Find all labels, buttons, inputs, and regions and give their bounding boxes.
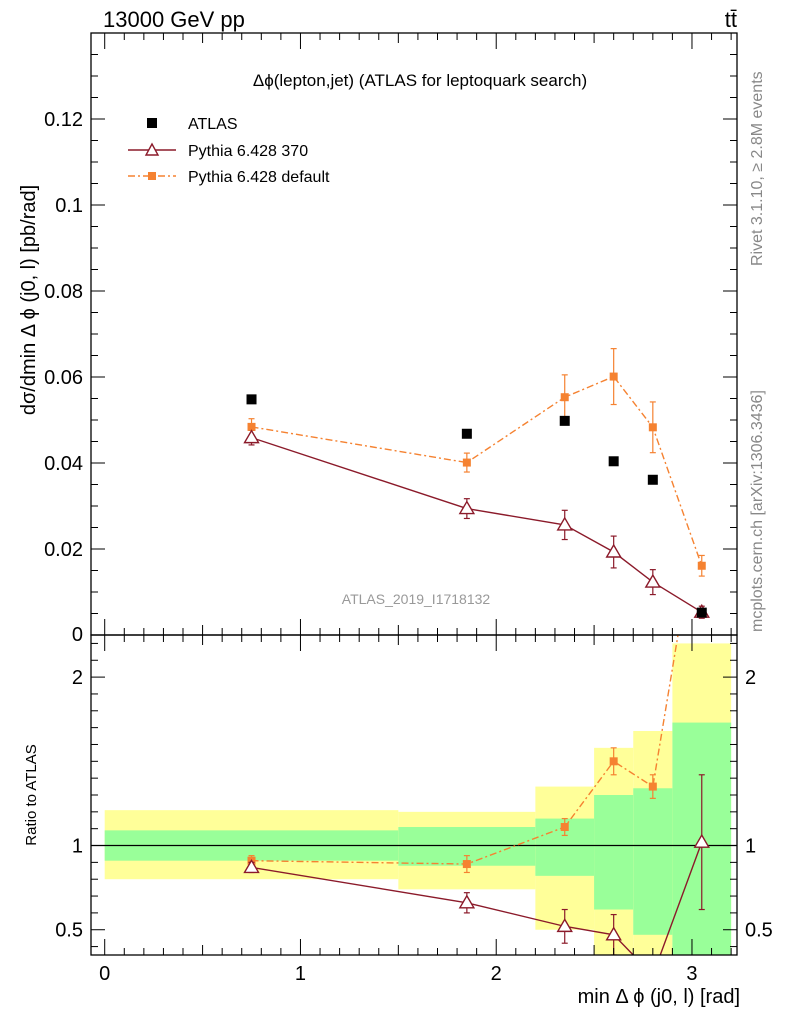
y-tick-label: 0.06 <box>44 367 83 389</box>
ratio-y-tick-label-right: 2 <box>745 667 756 689</box>
ratio-plot-panel: 0 1 2 3 0.5 0.5 1 1 2 2 Ratio to ATLAS min Δ ϕ (j… <box>23 634 773 1008</box>
x-tick-label: 3 <box>686 963 697 985</box>
ratio-pythia-370-point <box>243 859 260 874</box>
x-axis-label: min Δ ϕ (j0, l) [rad] <box>578 986 740 1008</box>
pythia-370-point <box>458 500 476 515</box>
y-tick-label: 0.1 <box>55 195 83 217</box>
legend-pythia-default-label: Pythia 6.428 default <box>188 169 330 186</box>
legend-atlas-label: ATLAS <box>188 116 238 133</box>
legend-pythia-370-label: Pythia 6.428 370 <box>188 143 308 160</box>
legend: ATLAS Pythia 6.428 370 Pythia 6.428 defa… <box>128 116 330 186</box>
pythia-370-point <box>243 429 260 444</box>
legend-item-atlas: ATLAS <box>147 116 238 133</box>
y-tick-label-zero: 0 <box>72 624 83 646</box>
legend-pythia-default-marker <box>148 172 156 180</box>
ratio-y-tick-label: 0.5 <box>55 920 83 942</box>
ratio-y-tick-label: 2 <box>72 667 83 689</box>
ratio-pythia-default-line <box>251 635 679 865</box>
header-process-label: tt̄ <box>725 7 737 32</box>
y-tick-label: 0.08 <box>44 281 83 303</box>
ratio-y-tick-label-right: 1 <box>745 836 756 858</box>
atlas-data-point <box>246 394 257 405</box>
ratio-pythia-default-point <box>648 782 657 791</box>
legend-atlas-marker <box>147 118 157 128</box>
x-tick-label: 2 <box>491 963 502 985</box>
atlas-data-point <box>461 428 472 439</box>
mcplots-credit-label: mcplots.cern.ch [arXiv:1306.3436] <box>749 390 766 632</box>
pythia-default-point <box>560 393 569 402</box>
pythia-default-point <box>462 458 471 467</box>
ratio-plot-ticks: 0 1 2 3 0.5 0.5 1 1 2 2 <box>55 635 773 985</box>
x-tick-label: 1 <box>295 963 306 985</box>
legend-item-pythia-default: Pythia 6.428 default <box>128 169 330 186</box>
ratio-plot-frame <box>90 634 738 956</box>
ratio-plot-data <box>91 635 737 955</box>
ratio-pythia-370-point <box>556 917 573 933</box>
pythia-370-point <box>556 516 573 531</box>
legend-item-pythia-370: Pythia 6.428 370 <box>128 142 308 160</box>
pythia-default-point <box>247 422 256 431</box>
ratio-pythia-370-point <box>458 894 476 909</box>
ratio-pythia-370-line <box>251 841 703 955</box>
main-plot-ticks: 0.02 0.04 0.06 0.08 0.1 0.12 0 <box>44 32 737 646</box>
x-tick-label: 0 <box>99 963 110 985</box>
ratio-pythia-default-point <box>609 757 618 766</box>
y-tick-label: 0.12 <box>44 109 83 131</box>
y-tick-label: 0.02 <box>44 539 83 561</box>
uncertainty-band-inner <box>594 795 634 910</box>
uncertainty-band-inner <box>633 788 673 935</box>
ratio-pythia-370-point <box>693 833 710 848</box>
plot-title: Δϕ(lepton,jet) (ATLAS for leptoquark sea… <box>253 71 587 90</box>
pythia-370-point <box>605 543 622 558</box>
pythia-default-point <box>648 423 657 432</box>
pythia-370-line <box>251 436 703 613</box>
ratio-y-tick-label: 1 <box>72 836 83 858</box>
rivet-version-label: Rivet 3.1.10, ≥ 2.8M events <box>749 71 766 266</box>
ratio-y-axis-label: Ratio to ATLAS <box>23 744 40 845</box>
main-y-axis-label: dσ/dmin Δ ϕ (j0, l) [pb/rad] <box>18 185 40 415</box>
y-tick-label: 0.04 <box>44 453 83 475</box>
main-plot-data <box>243 348 710 619</box>
atlas-data-point <box>559 415 570 426</box>
ratio-pythia-default-point <box>560 823 569 831</box>
pythia-default-point <box>609 372 618 381</box>
pythia-default-line <box>251 375 703 567</box>
atlas-data-point <box>608 456 619 467</box>
analysis-watermark: ATLAS_2019_I1718132 <box>342 591 491 607</box>
ratio-pythia-default-point <box>462 860 471 869</box>
pythia-370-point <box>644 573 662 588</box>
legend-pythia-370-marker <box>144 142 160 156</box>
atlas-data-point <box>647 474 658 485</box>
atlas-data-point <box>696 607 707 618</box>
main-plot-panel: 0.02 0.04 0.06 0.08 0.1 0.12 0 Δϕ(lepton,jet) … <box>18 32 738 646</box>
pythia-default-point <box>697 561 706 570</box>
ratio-y-tick-label-right: 0.5 <box>745 920 773 942</box>
ratio-pythia-370-point <box>605 926 622 941</box>
header-energy-label: 13000 GeV pp <box>103 7 245 32</box>
